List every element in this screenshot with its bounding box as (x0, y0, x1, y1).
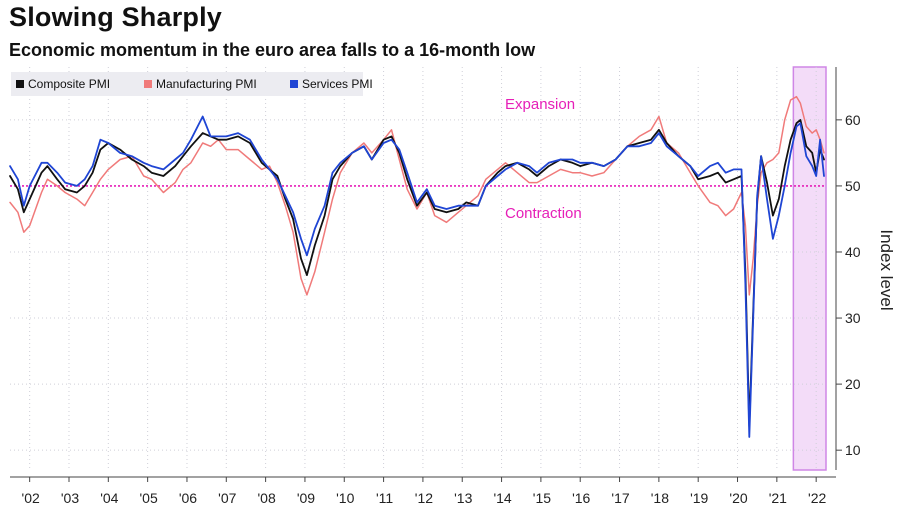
composite-legend-label: Composite PMI (28, 77, 110, 91)
chart-title: Slowing Sharply (9, 2, 223, 32)
x-tick-label: '15 (533, 490, 551, 506)
services-pmi-line (9, 115, 825, 438)
grid-layer (10, 67, 826, 470)
legend: Composite PMI Manufacturing PMI Services P… (11, 72, 373, 96)
x-tick-label: '13 (454, 490, 472, 506)
x-tick-label: '07 (218, 490, 236, 506)
x-tick-label: '11 (376, 490, 393, 506)
expansion-label: Expansion (505, 96, 575, 113)
contraction-label: Contraction (505, 205, 582, 222)
highlight-layer (792, 66, 827, 471)
y-tick-label: 50 (845, 178, 861, 194)
series-layer (9, 95, 825, 438)
x-tick-label: '17 (611, 490, 629, 506)
x-tick-label: '12 (415, 490, 433, 506)
y-tick-label: 40 (845, 244, 861, 260)
services-legend-label: Services PMI (302, 77, 373, 91)
manufacturing-legend-label: Manufacturing PMI (156, 77, 257, 91)
highlight-band (792, 66, 827, 471)
y-tick-label: 20 (845, 376, 861, 392)
x-tick-label: '03 (61, 490, 79, 506)
y-tick-label: 60 (845, 112, 861, 128)
legend-box (11, 72, 363, 96)
x-tick-label: '18 (651, 490, 669, 506)
axis-layer: 10 20 30 40 50 60 '02 '03 '04 '05 '06 '07 '08 '09 '10 '… (10, 67, 861, 506)
x-tick-label: '05 (140, 490, 158, 506)
x-tick-label: '21 (769, 490, 787, 506)
services-legend-swatch (290, 80, 298, 88)
x-tick-label: '10 (336, 490, 354, 506)
x-tick-label: '06 (179, 490, 197, 506)
manufacturing-legend-swatch (144, 80, 152, 88)
x-tick-label: '09 (297, 490, 315, 506)
chart-subtitle: Economic momentum in the euro area falls… (9, 40, 536, 60)
x-tick-label: '20 (729, 490, 747, 506)
y-tick-label: 10 (845, 442, 861, 458)
x-tick-label: '16 (572, 490, 590, 506)
x-tick-label: '19 (690, 490, 708, 506)
x-tick-label: '22 (808, 490, 826, 506)
x-tick-label: '14 (493, 490, 511, 506)
y-axis-title: Index level (877, 229, 896, 310)
x-tick-label: '02 (22, 490, 40, 506)
x-tick-label: '04 (100, 490, 118, 506)
x-tick-label: '08 (257, 490, 275, 506)
composite-pmi-line (9, 119, 825, 428)
y-tick-label: 30 (845, 310, 861, 326)
composite-legend-swatch (16, 80, 24, 88)
manufacturing-pmi-line (9, 95, 825, 296)
